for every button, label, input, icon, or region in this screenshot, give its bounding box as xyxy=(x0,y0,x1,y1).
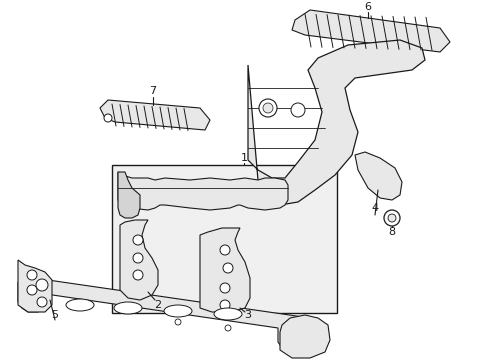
Polygon shape xyxy=(118,172,287,210)
Circle shape xyxy=(133,253,142,263)
Circle shape xyxy=(175,319,181,325)
Text: 5: 5 xyxy=(51,310,59,320)
Circle shape xyxy=(259,99,276,117)
Circle shape xyxy=(263,103,272,113)
Circle shape xyxy=(220,283,229,293)
Circle shape xyxy=(223,263,232,273)
Polygon shape xyxy=(291,10,449,52)
Circle shape xyxy=(220,245,229,255)
Circle shape xyxy=(383,210,399,226)
Circle shape xyxy=(27,270,37,280)
Text: 3: 3 xyxy=(244,310,251,320)
Polygon shape xyxy=(247,40,424,205)
Ellipse shape xyxy=(214,308,242,320)
Text: 6: 6 xyxy=(364,2,371,12)
Polygon shape xyxy=(200,228,249,312)
Text: 7: 7 xyxy=(149,86,156,96)
Circle shape xyxy=(224,325,230,331)
Polygon shape xyxy=(120,220,158,300)
Bar xyxy=(112,165,336,313)
Circle shape xyxy=(290,103,305,117)
Circle shape xyxy=(104,114,112,122)
Ellipse shape xyxy=(66,299,94,311)
Text: 8: 8 xyxy=(387,227,395,237)
Circle shape xyxy=(133,235,142,245)
Text: 1: 1 xyxy=(240,153,247,163)
Circle shape xyxy=(36,279,48,291)
Text: 2: 2 xyxy=(154,300,161,310)
Polygon shape xyxy=(354,152,401,200)
Ellipse shape xyxy=(114,302,142,314)
Polygon shape xyxy=(18,280,319,355)
Circle shape xyxy=(27,285,37,295)
Polygon shape xyxy=(118,172,140,218)
Polygon shape xyxy=(18,260,52,312)
Circle shape xyxy=(37,297,47,307)
Polygon shape xyxy=(280,315,329,358)
Circle shape xyxy=(133,270,142,280)
Ellipse shape xyxy=(163,305,192,317)
Polygon shape xyxy=(100,100,209,130)
Circle shape xyxy=(220,300,229,310)
Circle shape xyxy=(387,214,395,222)
Text: 4: 4 xyxy=(371,203,378,213)
